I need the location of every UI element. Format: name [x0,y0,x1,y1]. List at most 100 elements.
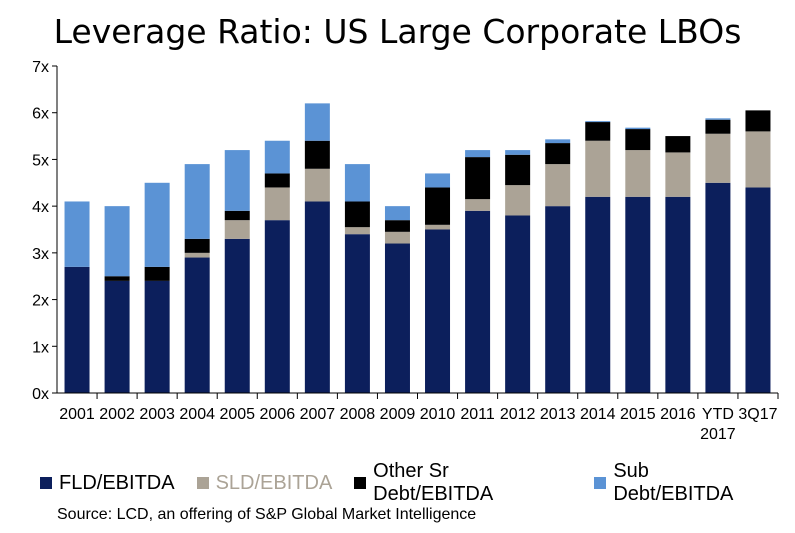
bar-sub-debt-ebitda-2010 [425,173,451,188]
x-tick-label: 2008 [340,406,376,423]
bar-other-sr-debt-ebitda-2010 [425,187,451,225]
legend-label-fld: FLD/EBITDA [59,471,175,494]
bar-other-sr-debt-ebitda-2009 [384,220,410,232]
bar-sld-ebitda-2005 [224,220,250,239]
bar-other-sr-debt-ebitda-2005 [224,210,250,221]
legend-swatch-other-sr-debt [354,477,367,489]
legend-swatch-sub-debt [594,477,607,489]
x-tick-label: 2013 [540,406,576,423]
bar-fld-ebitda-2009 [384,243,410,393]
bar-fld-ebitda-2004 [184,257,210,393]
x-tick-label: 2016 [660,406,696,423]
bar-sub-debt-ebitda-2015 [625,127,651,130]
bar-sub-debt-ebitda-2013 [545,139,571,144]
legend-item-other-sr-debt: Other Sr Debt/EBITDA [354,460,572,506]
x-tick-label: 2006 [260,406,296,423]
x-tick-label: 2002 [99,406,135,423]
bar-fld-ebitda-2012 [505,215,531,393]
legend-swatch-sld [196,477,209,489]
bar-sld-ebitda-2011 [465,199,491,211]
bar-sld-ebitda-2008 [344,227,370,235]
bar-fld-ebitda-2015 [625,196,651,393]
x-tick-label: 2014 [580,406,616,423]
bar-sld-ebitda-2009 [384,231,410,244]
bar-sub-debt-ebitda-2001 [64,201,90,267]
bar-sld-ebitda-ytd-2017 [705,133,731,183]
bar-sub-debt-ebitda-2004 [184,164,210,239]
bar-sub-debt-ebitda-2003 [144,182,170,267]
bar-other-sr-debt-ebitda-2007 [304,140,330,169]
y-tick-label: 5x [32,152,49,169]
legend-label-sld: SLD/EBITDA [215,471,333,494]
bar-fld-ebitda-2014 [585,196,611,393]
x-tick-label: 2010 [420,406,456,423]
bar-sld-ebitda-2010 [425,224,451,230]
bar-sub-debt-ebitda-ytd-2017 [705,118,731,120]
bar-other-sr-debt-ebitda-2002 [104,276,130,281]
x-tick-label: 2015 [620,406,656,423]
bar-fld-ebitda-2008 [344,234,370,393]
y-tick-label: 1x [32,339,49,356]
legend-item-fld: FLD/EBITDA [40,472,175,495]
y-tick-label: 4x [32,199,49,216]
x-tick-label: 2007 [300,406,336,423]
y-tick-label: 3x [32,246,49,263]
x-tick-label: 2017 [700,426,736,443]
bar-sub-debt-ebitda-2002 [104,206,130,277]
stacked-bar-chart: 0x 1x 2x 3x 4x 5x 6x 7x 2001 2002 2003 2004 2005 2006… [32,59,779,443]
legend-item-sub-debt: Sub Debt/EBITDA [594,460,773,506]
bar-sub-debt-ebitda-2009 [384,206,410,221]
legend-label-other-sr-debt: Other Sr Debt/EBITDA [373,460,494,505]
x-tick-label: 2001 [59,406,95,423]
chart-title: Leverage Ratio: US Large Corporate LBOs [53,12,742,51]
bar-other-sr-debt-ebitda-2006 [264,173,290,188]
bar-other-sr-debt-ebitda-2016 [665,136,691,153]
bar-sub-debt-ebitda-2014 [585,121,611,123]
source-note: Source: LCD, an offering of S&P Global M… [57,506,477,523]
legend: FLD/EBITDA SLD/EBITDA Other Sr Debt/EBIT… [40,460,795,506]
bar-sld-ebitda-2014 [585,140,611,197]
bar-fld-ebitda-ytd-2017 [705,182,731,393]
x-tick-label: YTD [702,406,734,423]
bar-sld-ebitda-2012 [505,185,531,216]
bar-other-sr-debt-ebitda-2011 [465,157,491,200]
y-tick-label: 2x [32,293,49,310]
legend-swatch-fld [40,477,52,489]
bar-sub-debt-ebitda-2007 [304,103,330,141]
bar-sld-ebitda-2016 [665,152,691,197]
bar-fld-ebitda-2002 [104,280,130,393]
bar-sld-ebitda-2015 [625,150,651,197]
y-tick-label: 7x [32,59,49,76]
bar-fld-ebitda-2011 [465,210,491,393]
bar-sld-ebitda-2004 [184,252,210,258]
bar-sld-ebitda-2007 [304,168,330,202]
x-tick-label: 2012 [500,406,536,423]
bar-other-sr-debt-ebitda-2003 [144,266,170,281]
bar-sld-ebitda-3q17 [745,131,771,188]
bar-other-sr-debt-ebitda-2012 [505,154,531,186]
bar-fld-ebitda-2003 [144,280,170,393]
bar-fld-ebitda-3q17 [745,187,771,393]
bar-sub-debt-ebitda-2012 [505,150,531,155]
bar-fld-ebitda-2013 [545,206,571,393]
x-tick-label: 3Q17 [738,406,777,423]
bar-other-sr-debt-ebitda-2015 [625,129,651,151]
bar-other-sr-debt-ebitda-2008 [344,201,370,228]
bar-fld-ebitda-2001 [64,266,90,393]
bar-sub-debt-ebitda-2011 [465,150,491,158]
y-tick-label: 0x [32,386,49,403]
bar-other-sr-debt-ebitda-2013 [545,143,571,165]
bar-other-sr-debt-ebitda-2004 [184,238,210,253]
bar-sub-debt-ebitda-2006 [264,140,290,174]
x-tick-label: 2011 [460,406,495,423]
bar-fld-ebitda-2007 [304,201,330,393]
legend-item-sld: SLD/EBITDA [196,471,333,495]
bar-fld-ebitda-2005 [224,238,250,393]
bar-fld-ebitda-2010 [425,229,451,393]
bar-other-sr-debt-ebitda-2014 [585,122,611,141]
bar-other-sr-debt-ebitda-ytd-2017 [705,119,731,134]
y-tick-label: 6x [32,106,49,123]
bar-sub-debt-ebitda-2005 [224,150,250,211]
bar-sld-ebitda-2006 [264,187,290,221]
bar-sub-debt-ebitda-2008 [344,164,370,202]
